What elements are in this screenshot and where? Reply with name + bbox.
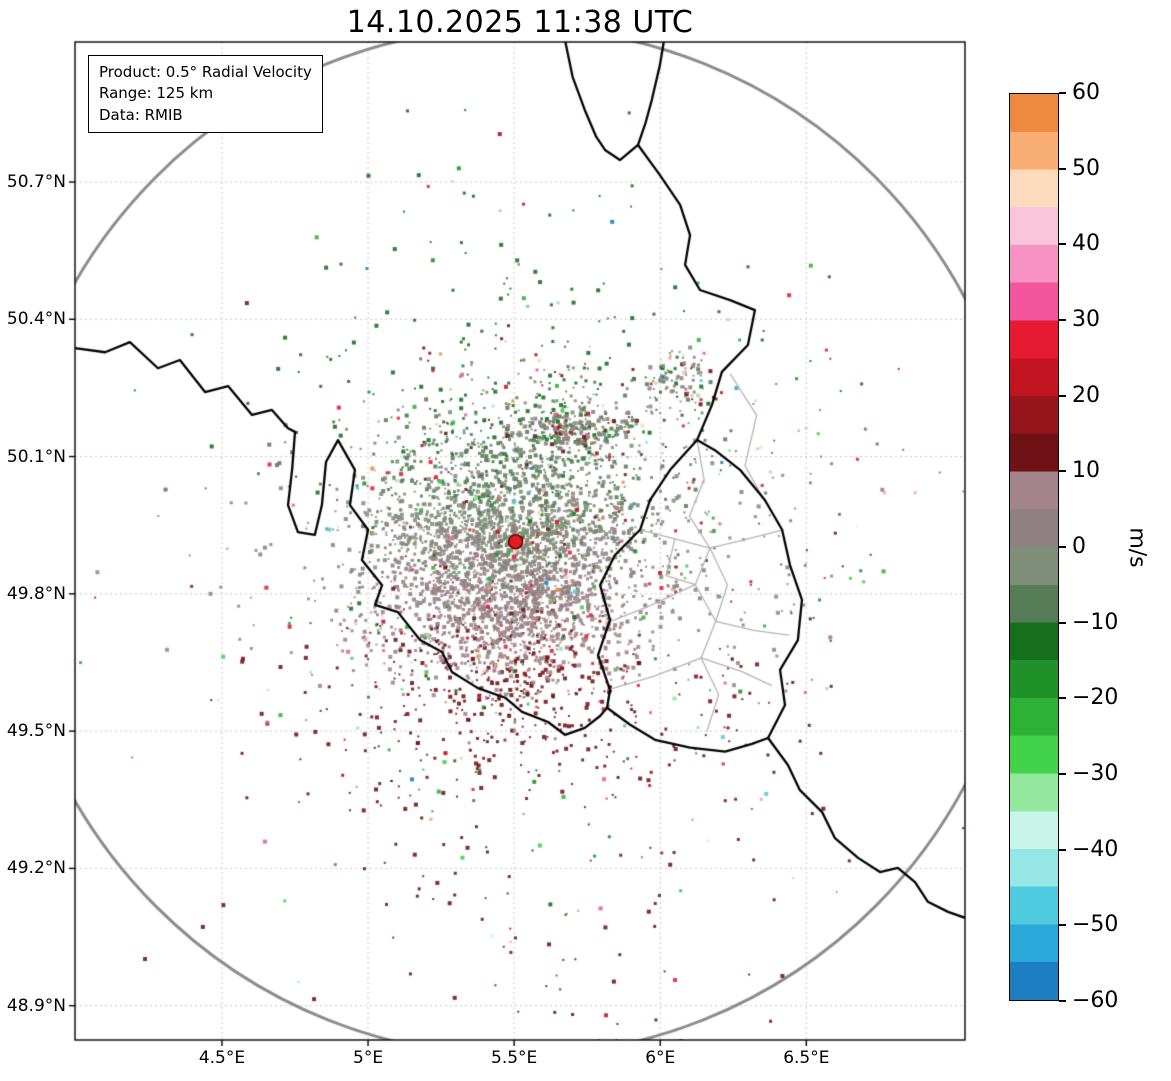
- y-tick-label: 50.7°N: [6, 172, 66, 193]
- colorbar-tick-mark: [1059, 243, 1066, 246]
- colorbar-tick-label: 0: [1072, 534, 1086, 559]
- info-range-line: Range: 125 km: [99, 84, 214, 103]
- colorbar-tick-mark: [1059, 319, 1066, 321]
- x-tick-label: 4.5°E: [198, 1048, 246, 1068]
- colorbar-tick-label: −20: [1072, 685, 1119, 711]
- colorbar-tick-label: 40: [1072, 231, 1100, 257]
- x-tick-label: 6°E: [645, 1048, 676, 1068]
- colorbar-tick-label: −30: [1072, 761, 1119, 786]
- y-tick-label: 49.2°N: [6, 858, 66, 879]
- y-tick-label: 48.9°N: [6, 995, 66, 1016]
- colorbar-tick-mark: [1059, 924, 1066, 927]
- colorbar-tick-mark: [1059, 167, 1066, 170]
- product-info-box: Product: 0.5° Radial Velocity Range: 125…: [88, 55, 323, 133]
- colorbar-gradient: [1009, 93, 1059, 1001]
- colorbar-tick-label: 50: [1072, 155, 1100, 181]
- colorbar-tick-label: −60: [1072, 988, 1119, 1013]
- colorbar-tick-mark: [1059, 1000, 1066, 1002]
- colorbar-tick-label: 10: [1072, 458, 1100, 484]
- colorbar-tick-label: 20: [1072, 382, 1100, 408]
- y-tick-label: 50.1°N: [6, 446, 66, 467]
- colorbar-tick-mark: [1059, 394, 1066, 397]
- info-product-line: Product: 0.5° Radial Velocity: [99, 63, 312, 81]
- colorbar-tick-mark: [1059, 470, 1066, 473]
- y-tick-label: 49.5°N: [6, 721, 66, 742]
- y-tick-label: 50.4°N: [6, 309, 66, 330]
- x-tick-label: 5°E: [353, 1048, 384, 1068]
- colorbar-tick-mark: [1059, 621, 1066, 624]
- colorbar-tick-label: −40: [1072, 836, 1119, 862]
- info-data-line: Data: RMIB: [99, 105, 183, 124]
- colorbar-tick-label: 30: [1072, 307, 1100, 332]
- x-tick-label: 5.5°E: [491, 1048, 538, 1068]
- colorbar-tick-label: −10: [1072, 609, 1119, 635]
- colorbar-tick-mark: [1059, 848, 1066, 851]
- colorbar-tick-mark: [1059, 92, 1066, 94]
- x-tick-label: 6.5°E: [783, 1048, 830, 1068]
- colorbar-tick-label: −50: [1072, 912, 1119, 938]
- plot-title: 14.10.2025 11:38 UTC: [346, 5, 694, 40]
- colorbar-tick-mark: [1059, 697, 1066, 700]
- colorbar-tick-mark: [1059, 546, 1066, 548]
- y-tick-label: 49.8°N: [6, 583, 66, 604]
- colorbar-tick-mark: [1059, 773, 1066, 775]
- colorbar-unit-label: m/s: [1124, 527, 1150, 568]
- colorbar-tick-label: 60: [1072, 80, 1100, 105]
